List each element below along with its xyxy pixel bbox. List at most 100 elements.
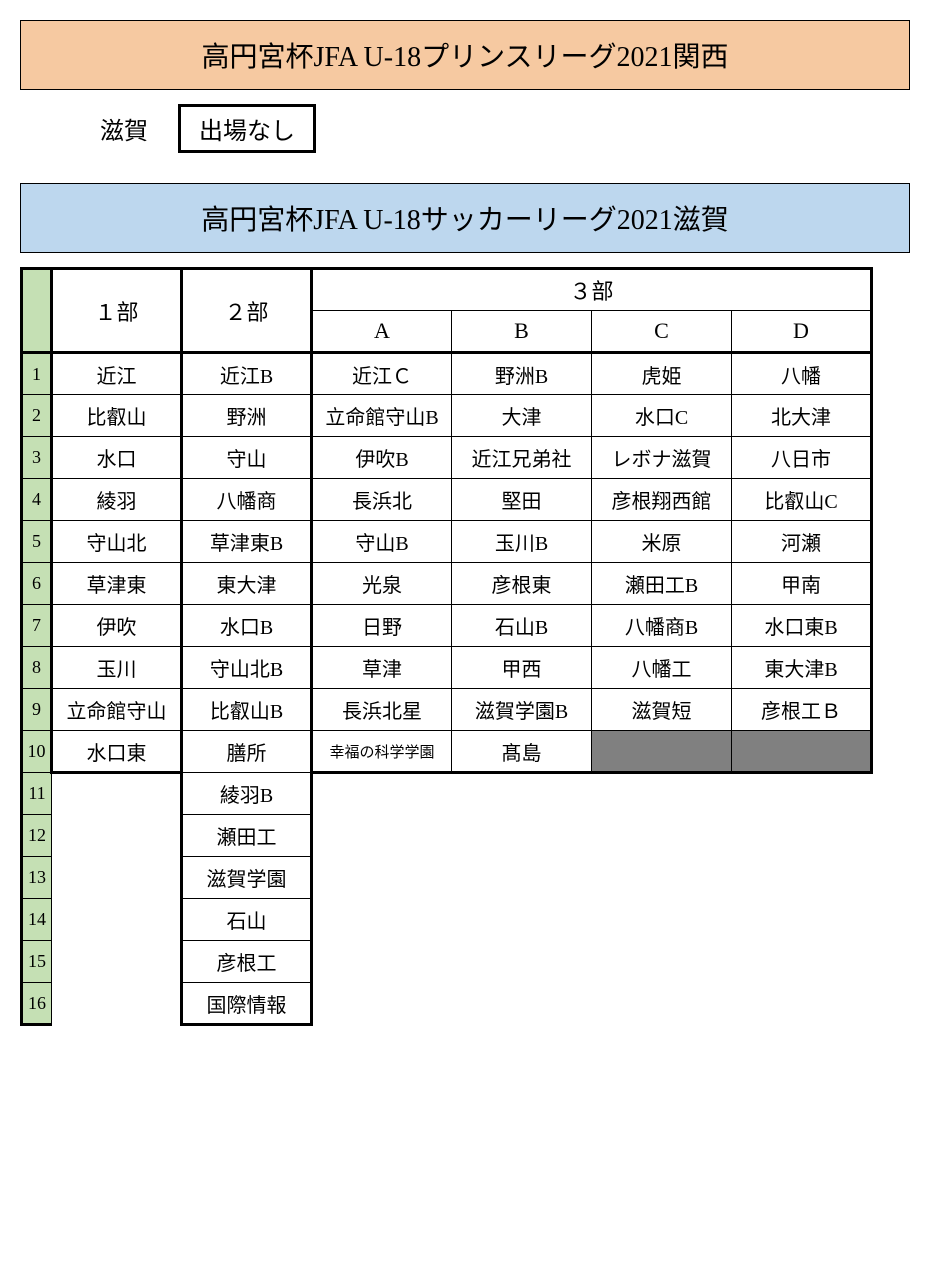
row-num: 2 (22, 395, 52, 437)
table-row: 12 瀬田工 (22, 815, 872, 857)
cell-c: 滋賀短 (592, 689, 732, 731)
cell-d1: 守山北 (52, 521, 182, 563)
cell-d2: 滋賀学園 (182, 857, 312, 899)
row-num: 14 (22, 899, 52, 941)
table-row: 15 彦根工 (22, 941, 872, 983)
row-num: 9 (22, 689, 52, 731)
cell-d-empty (732, 731, 872, 773)
cell-c: 八幡商B (592, 605, 732, 647)
cell-d: 彦根工Ｂ (732, 689, 872, 731)
cell-a: 伊吹B (312, 437, 452, 479)
cell-d1: 近江 (52, 353, 182, 395)
cell-d: 八幡 (732, 353, 872, 395)
cell-a: 長浜北星 (312, 689, 452, 731)
cell-a: 守山B (312, 521, 452, 563)
cell-b: 甲西 (452, 647, 592, 689)
cell-d1: 伊吹 (52, 605, 182, 647)
cell-d2: 東大津 (182, 563, 312, 605)
row-num: 11 (22, 773, 52, 815)
cell-b: 石山B (452, 605, 592, 647)
row-num: 4 (22, 479, 52, 521)
status-region: 滋賀 (100, 111, 148, 146)
row-num: 1 (22, 353, 52, 395)
cell-d2: 膳所 (182, 731, 312, 773)
row-num: 3 (22, 437, 52, 479)
cell-a: 日野 (312, 605, 452, 647)
cell-d1: 水口 (52, 437, 182, 479)
cell-b: 髙島 (452, 731, 592, 773)
num-header (22, 269, 52, 353)
cell-a: 長浜北 (312, 479, 452, 521)
cell-d: 比叡山C (732, 479, 872, 521)
table-row: 3 水口 守山 伊吹B 近江兄弟社 レボナ滋賀 八日市 (22, 437, 872, 479)
cell-d1: 草津東 (52, 563, 182, 605)
table-row: 7 伊吹 水口B 日野 石山B 八幡商B 水口東B (22, 605, 872, 647)
cell-c-empty (592, 731, 732, 773)
cell-b: 滋賀学園B (452, 689, 592, 731)
table-row: 2 比叡山 野洲 立命館守山B 大津 水口C 北大津 (22, 395, 872, 437)
cell-c: 八幡工 (592, 647, 732, 689)
cell-c: 虎姫 (592, 353, 732, 395)
cell-d: 北大津 (732, 395, 872, 437)
cell-c: 彦根翔西館 (592, 479, 732, 521)
cell-d2: 石山 (182, 899, 312, 941)
col-header-div3: ３部 (312, 269, 872, 311)
col-header-C: C (592, 311, 732, 353)
col-header-A: A (312, 311, 452, 353)
cell-b: 野洲B (452, 353, 592, 395)
col-header-D: D (732, 311, 872, 353)
table-row: 9 立命館守山 比叡山B 長浜北星 滋賀学園B 滋賀短 彦根工Ｂ (22, 689, 872, 731)
table-row: 5 守山北 草津東B 守山B 玉川B 米原 河瀬 (22, 521, 872, 563)
table-row: 4 綾羽 八幡商 長浜北 堅田 彦根翔西館 比叡山C (22, 479, 872, 521)
row-num: 8 (22, 647, 52, 689)
row-num: 16 (22, 983, 52, 1025)
row-num: 15 (22, 941, 52, 983)
cell-c: レボナ滋賀 (592, 437, 732, 479)
cell-d2: 綾羽B (182, 773, 312, 815)
col-header-B: B (452, 311, 592, 353)
cell-d2: 瀬田工 (182, 815, 312, 857)
row-num: 6 (22, 563, 52, 605)
cell-d2: 野洲 (182, 395, 312, 437)
cell-c: 水口C (592, 395, 732, 437)
cell-c: 瀬田工B (592, 563, 732, 605)
table-row: 10 水口東 膳所 幸福の科学学園 髙島 (22, 731, 872, 773)
cell-d: 水口東B (732, 605, 872, 647)
cell-a: 立命館守山B (312, 395, 452, 437)
table-row: 6 草津東 東大津 光泉 彦根東 瀬田工B 甲南 (22, 563, 872, 605)
status-value: 出場なし (178, 104, 316, 153)
cell-d2: 比叡山B (182, 689, 312, 731)
cell-d2: 水口B (182, 605, 312, 647)
cell-b: 彦根東 (452, 563, 592, 605)
table-row: 14 石山 (22, 899, 872, 941)
col-header-div1: １部 (52, 269, 182, 353)
table-row: 11 綾羽B (22, 773, 872, 815)
row-num: 12 (22, 815, 52, 857)
prince-league-banner: 高円宮杯JFA U-18プリンスリーグ2021関西 (20, 20, 910, 90)
cell-a: 近江Ｃ (312, 353, 452, 395)
cell-d2: 草津東B (182, 521, 312, 563)
cell-d: 東大津B (732, 647, 872, 689)
row-num: 7 (22, 605, 52, 647)
shiga-league-banner: 高円宮杯JFA U-18サッカーリーグ2021滋賀 (20, 183, 910, 253)
cell-b: 近江兄弟社 (452, 437, 592, 479)
cell-d1: 綾羽 (52, 479, 182, 521)
cell-b: 玉川B (452, 521, 592, 563)
cell-d2: 八幡商 (182, 479, 312, 521)
cell-d: 八日市 (732, 437, 872, 479)
cell-a: 幸福の科学学園 (312, 731, 452, 773)
cell-a: 草津 (312, 647, 452, 689)
cell-d1: 玉川 (52, 647, 182, 689)
row-num: 5 (22, 521, 52, 563)
status-row: 滋賀 出場なし (100, 104, 910, 153)
table-row: 13 滋賀学園 (22, 857, 872, 899)
cell-d1: 水口東 (52, 731, 182, 773)
table-row: 8 玉川 守山北B 草津 甲西 八幡工 東大津B (22, 647, 872, 689)
row-num: 10 (22, 731, 52, 773)
cell-d1: 立命館守山 (52, 689, 182, 731)
table-row: 16 国際情報 (22, 983, 872, 1025)
col-header-div2: ２部 (182, 269, 312, 353)
cell-b: 大津 (452, 395, 592, 437)
cell-c: 米原 (592, 521, 732, 563)
cell-d: 甲南 (732, 563, 872, 605)
